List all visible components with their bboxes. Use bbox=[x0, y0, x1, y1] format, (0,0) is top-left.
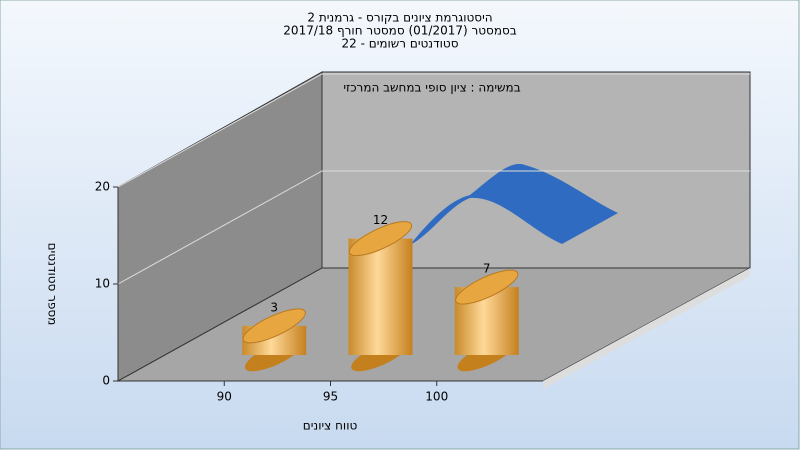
chart-title: היסטוגרמת ציונים בקורס - גרמנית 2 bbox=[307, 11, 492, 25]
bar-top bbox=[455, 269, 519, 305]
annotation: במשימה : ציון סופי במחשב המרכזי bbox=[343, 81, 520, 95]
data-label: 12 bbox=[373, 213, 388, 227]
chart-title: סטודנטים רשומים - 22 bbox=[341, 37, 458, 51]
y-tick-label: 0 bbox=[102, 374, 110, 388]
x-tick-label: 100 bbox=[425, 390, 448, 404]
data-label: 7 bbox=[483, 262, 491, 276]
bar-top bbox=[348, 221, 413, 257]
x-axis-label: טווח ציונים bbox=[303, 419, 358, 433]
y-tick-label: 20 bbox=[95, 180, 110, 194]
grid-line bbox=[117, 170, 750, 285]
y-axis-label: מספר סטודנטים bbox=[46, 243, 60, 326]
x-tick-label: 90 bbox=[217, 390, 232, 404]
chart-title: בסמסטר (01/2017) סמסטר חורף 2017/18 bbox=[283, 24, 516, 38]
y-tick-label: 10 bbox=[95, 277, 110, 291]
distribution-curve bbox=[410, 164, 618, 245]
bar bbox=[348, 238, 413, 355]
x-tick-label: 95 bbox=[323, 390, 338, 404]
bar-top bbox=[242, 308, 306, 344]
floor-edge bbox=[543, 268, 750, 389]
grid-line bbox=[117, 73, 750, 188]
data-label: 3 bbox=[270, 300, 278, 314]
